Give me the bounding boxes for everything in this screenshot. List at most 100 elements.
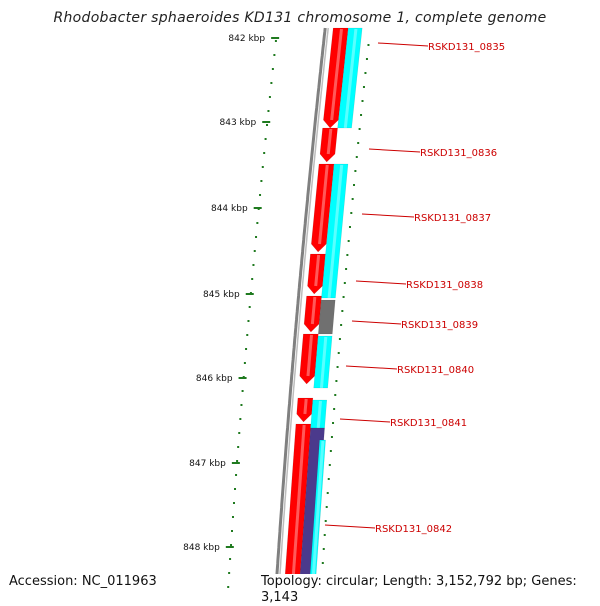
gene-label-3: RSKD131_0837 (414, 213, 491, 224)
scale-dot (330, 436, 333, 438)
gene-leader-line (361, 213, 415, 218)
scale-dot (367, 44, 370, 46)
scale-dot (255, 236, 258, 238)
scale-dot (245, 348, 248, 350)
cds-block (296, 397, 314, 423)
scale-dot (322, 548, 325, 550)
scale-dot (358, 128, 361, 130)
scale-dot (328, 464, 331, 466)
cds-block (313, 335, 333, 389)
scale-dot (338, 338, 341, 340)
scale-dot (267, 110, 270, 112)
gene-label-8: RSKD131_0842 (375, 524, 452, 535)
kbp-tick (225, 546, 234, 548)
kbp-tick-label: 845 kbp (203, 290, 240, 300)
scale-dot (248, 306, 251, 308)
scale-dot (323, 534, 326, 536)
scale-dot (268, 96, 271, 98)
kbp-tick (238, 377, 247, 379)
cds-shading (314, 254, 321, 287)
backbone-highlight (277, 27, 329, 600)
scale-dot (360, 114, 363, 116)
scale-dot (329, 450, 332, 452)
scale-dot (342, 296, 345, 298)
scale-dot (333, 408, 336, 410)
scale-dot (362, 86, 365, 88)
gene-labels: RSKD131_0835 RSKD131_0836 RSKD131_0837 RSKD… (324, 42, 505, 535)
gene-leader-line (345, 365, 398, 370)
scale-dot (259, 194, 262, 196)
gene-label-1: RSKD131_0835 (428, 42, 505, 53)
cds-shading (327, 164, 344, 299)
scale-dot (251, 278, 254, 280)
cds-shading (310, 440, 325, 600)
gene-leader-line (368, 148, 421, 153)
kbp-tick-label: 844 kbp (211, 204, 248, 214)
cds-shading (318, 164, 329, 245)
scale-dot (227, 586, 230, 588)
kbp-tick-label: 848 kbp (183, 543, 220, 553)
scale-dot (239, 418, 242, 420)
scale-dot (270, 82, 273, 84)
scale-dot (334, 394, 337, 396)
kbp-tick-label: 843 kbp (220, 118, 257, 128)
cds-shading (326, 128, 333, 155)
cds-shading (343, 28, 358, 129)
scale-dot (263, 152, 266, 154)
scale-dot (332, 422, 335, 424)
gene-leader-line (355, 280, 407, 285)
kbp-tick-label: 842 kbp (228, 34, 265, 44)
cds-block (303, 295, 322, 333)
scale-dot (231, 530, 233, 532)
scale-dot (337, 352, 340, 354)
scale-dot (246, 334, 249, 336)
scale-dot (324, 520, 327, 522)
scale-dot (230, 544, 233, 546)
scale-dot (325, 506, 328, 508)
scale-dot (273, 54, 276, 56)
scale-dot (253, 250, 256, 252)
kbp-tick (245, 293, 254, 295)
cds-block (337, 27, 363, 129)
cds-block (323, 27, 349, 129)
scale-dot (357, 142, 360, 144)
scale-dot (354, 170, 357, 172)
scale-dot (240, 404, 243, 406)
scale-dot (260, 180, 263, 182)
kbp-tick-label: 847 kbp (189, 459, 226, 469)
gene-label-2: RSKD131_0836 (420, 148, 497, 159)
scale-dot (346, 254, 349, 256)
scale-dot (274, 40, 277, 42)
scale-dot (231, 516, 234, 518)
cds-block (308, 439, 326, 600)
scale-dot (336, 366, 339, 368)
scale-dot (350, 212, 353, 214)
scale-dot (264, 138, 267, 140)
scale-dot (234, 488, 237, 490)
scale-ticks: 842 kbp 843 kbp 844 kbp 845 kbp 846 kbp 847 k… (183, 34, 370, 592)
gene-label-7: RSKD131_0841 (390, 418, 467, 429)
scale-dot (327, 478, 330, 480)
scale-dot (236, 460, 239, 462)
scale-dot (347, 240, 350, 242)
scale-dot (256, 222, 259, 224)
scale-dot (241, 390, 244, 392)
gene-leader-line (339, 418, 391, 423)
cds-tracks (283, 27, 363, 600)
cds-block (318, 299, 336, 335)
scale-dot (252, 264, 255, 266)
accession-text: Accession: NC_011963 (7, 574, 159, 590)
cds-shading (306, 334, 314, 377)
backbone (273, 27, 329, 600)
scale-dot (237, 446, 240, 448)
cds-block (321, 163, 349, 299)
cds-shading (310, 296, 317, 325)
cds-block (319, 127, 338, 163)
cds-shading (330, 28, 343, 121)
kbp-tick-label: 846 kbp (196, 374, 233, 384)
scale-dot (335, 380, 338, 382)
kbp-tick (271, 37, 280, 39)
scale-dot (345, 268, 348, 270)
gene-label-6: RSKD131_0840 (397, 365, 474, 376)
scale-dot (351, 198, 354, 200)
